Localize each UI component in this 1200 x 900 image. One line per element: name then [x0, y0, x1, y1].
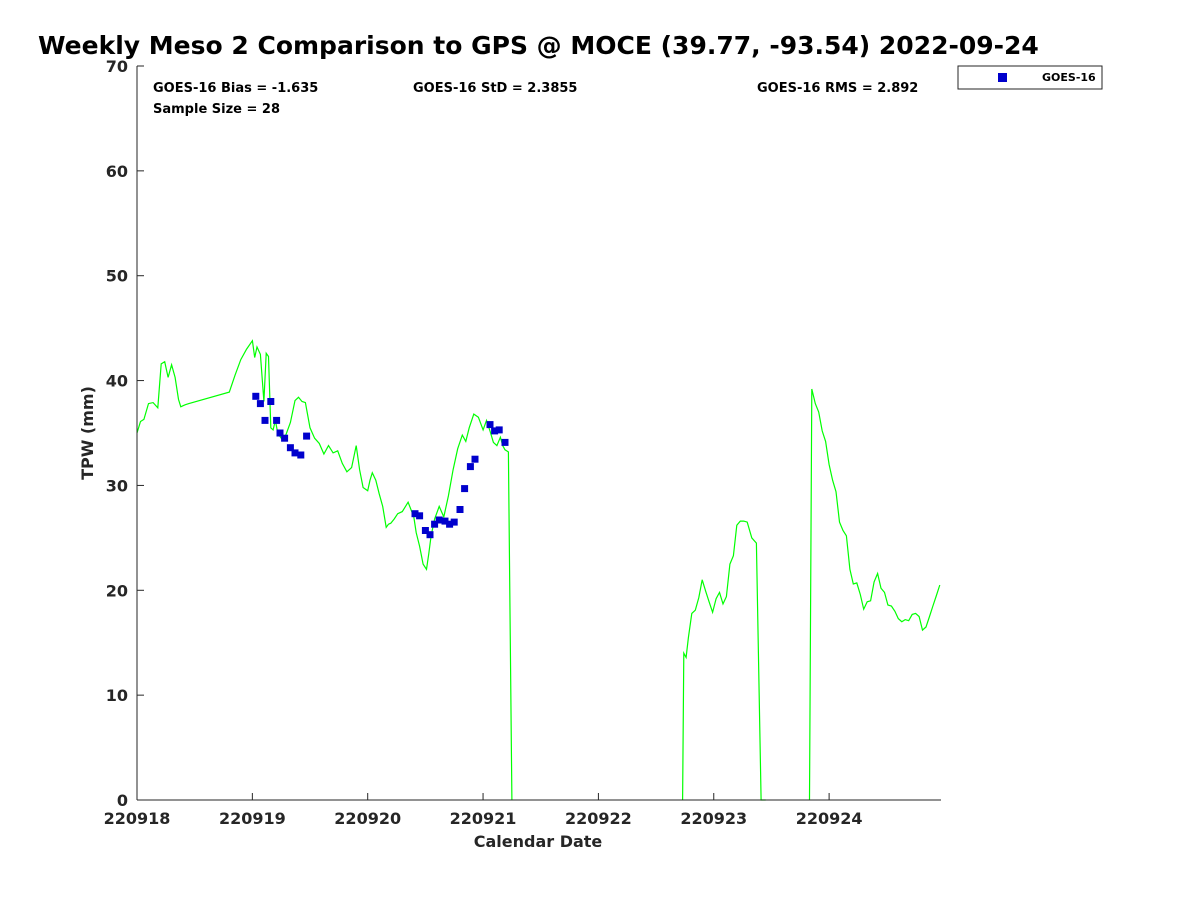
goes16-point [416, 512, 424, 520]
x-tick-label: 220924 [796, 809, 863, 828]
goes16-point [501, 438, 509, 446]
y-tick-label: 40 [106, 372, 128, 391]
goes16-point [303, 432, 311, 440]
goes16-point [281, 434, 289, 442]
goes16-point [421, 527, 429, 534]
goes16-point [297, 451, 305, 459]
x-tick-label: 220922 [565, 809, 632, 828]
goes16-point [461, 485, 469, 493]
gps-line-segment [136, 339, 513, 801]
goes16-point [486, 421, 494, 429]
y-axis-ticks: 0 10 20 30 40 50 60 70 [106, 57, 144, 810]
goes16-point [256, 400, 264, 408]
goes16-point [267, 398, 275, 405]
plot-area [137, 66, 941, 800]
x-axis-ticks: 220918 220919 220920 220921 220922 220923 2209… [104, 793, 863, 828]
goes16-point [471, 455, 479, 463]
goes16-point [291, 449, 299, 457]
y-tick-label: 70 [106, 57, 128, 76]
goes16-point [261, 416, 269, 424]
gps-line-segment [681, 520, 766, 801]
gps-tpw-line [136, 339, 941, 801]
legend-goes16-marker [998, 73, 1007, 82]
std-stat: GOES-16 StD = 2.3855 [413, 81, 577, 96]
goes16-points [252, 392, 509, 539]
goes16-point [441, 517, 449, 525]
goes16-point [252, 392, 260, 400]
goes16-point [446, 520, 454, 528]
goes16-point [431, 520, 439, 528]
goes16-point [426, 531, 434, 539]
x-axis-label: Calendar Date [474, 832, 603, 851]
y-axis-label: TPW (mm) [78, 386, 97, 480]
y-tick-label: 10 [106, 686, 128, 705]
goes16-point [435, 516, 443, 524]
legend: GOES-16 [957, 65, 1103, 90]
legend-box [957, 65, 1103, 90]
goes16-point [286, 444, 294, 452]
goes16-point [411, 510, 419, 518]
x-tick-label: 220918 [104, 809, 171, 828]
x-tick-label: 220919 [219, 809, 286, 828]
chart-title: Weekly Meso 2 Comparison to GPS @ MOCE (… [38, 31, 1039, 60]
goes16-point [466, 463, 474, 471]
rms-stat: GOES-16 RMS = 2.892 [757, 81, 918, 96]
goes16-point [276, 429, 284, 437]
goes16-point [450, 518, 458, 526]
goes16-point [495, 426, 503, 434]
x-tick-label: 220921 [450, 809, 517, 828]
y-tick-label: 0 [117, 791, 128, 810]
goes16-point [273, 416, 281, 424]
x-tick-label: 220923 [680, 809, 747, 828]
x-tick-label: 220920 [334, 809, 401, 828]
y-tick-label: 50 [106, 267, 128, 286]
y-tick-label: 30 [106, 476, 128, 495]
sample-size-stat: Sample Size = 28 [153, 102, 280, 117]
gps-line-segment [808, 388, 941, 801]
bias-stat: GOES-16 Bias = -1.635 [153, 81, 318, 96]
goes16-point [491, 427, 499, 435]
goes16-point [456, 506, 464, 513]
y-tick-label: 20 [106, 581, 128, 600]
legend-goes16-label: GOES-16 [1042, 71, 1096, 84]
y-tick-label: 60 [106, 162, 128, 181]
